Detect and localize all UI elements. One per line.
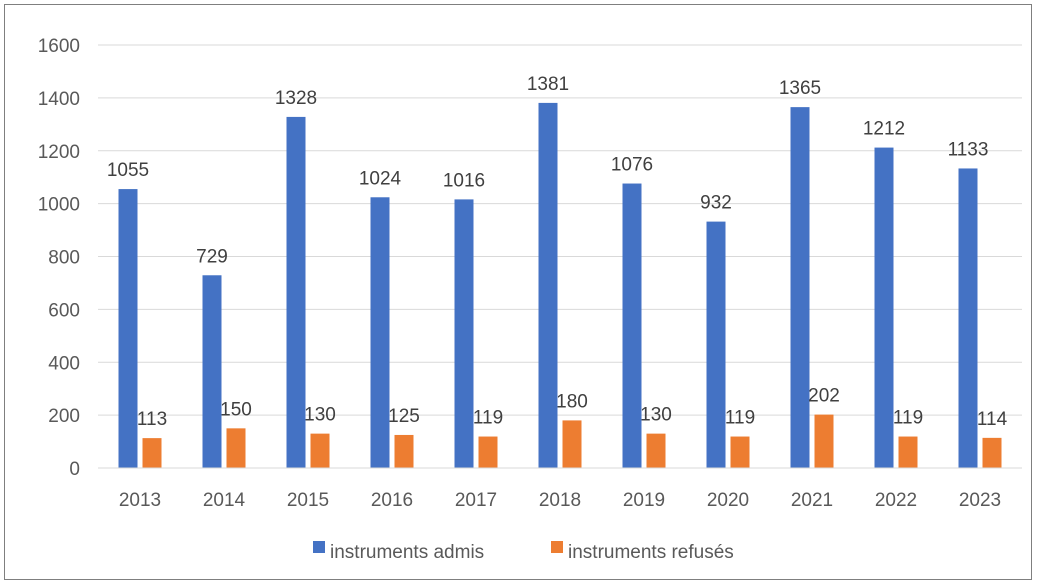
data-label-admis: 1076	[611, 155, 653, 176]
x-tick-label: 2023	[959, 490, 1001, 511]
bars	[118, 102, 1002, 469]
data-label-admis: 1381	[527, 74, 569, 95]
x-tick-label: 2014	[203, 490, 246, 511]
bar-refuses	[478, 436, 498, 468]
y-tick-label: 200	[48, 406, 80, 427]
bar-refuses	[562, 420, 582, 468]
bar-admis	[538, 102, 558, 468]
y-tick-label: 1200	[38, 142, 80, 163]
y-axis-ticks: 0 200 400 600 800 1000 1200 1400 1600	[38, 36, 80, 480]
y-tick-label: 1000	[38, 195, 80, 216]
data-label-refuses: 130	[304, 405, 336, 426]
data-label-admis: 1212	[863, 119, 905, 140]
bar-admis	[958, 168, 978, 468]
data-label-admis: 1024	[359, 168, 402, 189]
bar-admis	[118, 189, 138, 468]
data-label-refuses: 114	[977, 409, 1008, 430]
data-label-refuses: 150	[220, 399, 252, 420]
bar-admis	[874, 147, 894, 468]
legend-label-refuses: instruments refusés	[568, 542, 734, 563]
bar-refuses	[730, 436, 750, 468]
y-tick-label: 1400	[38, 89, 80, 110]
data-label-admis: 1365	[779, 78, 821, 99]
legend-swatch-refuses	[551, 541, 563, 553]
data-label-admis: 1016	[443, 170, 485, 191]
legend-label-admis: instruments admis	[330, 542, 484, 563]
data-label-refuses: 119	[725, 408, 755, 429]
y-tick-label: 800	[48, 248, 80, 269]
bar-admis	[202, 275, 222, 468]
x-tick-label: 2019	[623, 490, 665, 511]
data-label-admis: 1328	[275, 88, 317, 109]
bar-refuses	[814, 414, 834, 468]
data-label-refuses: 119	[893, 408, 923, 429]
legend-swatch-admis	[313, 541, 325, 553]
bar-admis	[790, 107, 810, 469]
y-tick-label: 0	[69, 459, 80, 480]
y-tick-label: 400	[48, 353, 80, 374]
bar-admis	[622, 183, 642, 468]
bar-admis	[706, 221, 726, 468]
gridlines	[98, 44, 1022, 416]
bar-refuses	[142, 438, 162, 468]
x-tick-label: 2017	[455, 490, 497, 511]
x-tick-label: 2018	[539, 490, 581, 511]
bar-refuses	[646, 433, 666, 468]
bar-refuses	[226, 428, 246, 468]
y-tick-label: 600	[48, 300, 80, 321]
data-label-refuses: 130	[640, 405, 672, 426]
chart-frame	[4, 4, 1032, 580]
x-tick-label: 2022	[875, 490, 917, 511]
data-label-admis: 729	[196, 246, 228, 267]
x-tick-label: 2016	[371, 490, 413, 511]
bar-admis	[370, 197, 390, 468]
data-label-admis: 932	[700, 193, 732, 214]
legend: instruments admis instruments refusés	[313, 541, 734, 563]
bar-refuses	[982, 437, 1002, 468]
data-labels: 1055 113 729 150 1328 130 1024 125 1016 119 1381 18…	[107, 74, 1008, 430]
y-tick-label: 1600	[38, 36, 80, 57]
data-label-refuses: 202	[808, 386, 840, 407]
bar-admis	[454, 199, 474, 468]
bar-admis	[286, 116, 306, 468]
x-tick-label: 2020	[707, 490, 749, 511]
x-axis-ticks: 2013 2014 2015 2016 2017 2018 2019 2020 2021 2022…	[119, 490, 1001, 511]
bar-refuses	[394, 434, 414, 468]
data-label-refuses: 113	[137, 409, 167, 430]
x-tick-label: 2015	[287, 490, 329, 511]
bar-refuses	[898, 436, 918, 468]
data-label-refuses: 119	[473, 408, 503, 429]
data-label-refuses: 125	[388, 406, 420, 427]
x-tick-label: 2013	[119, 490, 161, 511]
bar-refuses	[310, 433, 330, 468]
x-tick-label: 2021	[791, 490, 833, 511]
data-label-admis: 1055	[107, 160, 149, 181]
data-label-admis: 1133	[948, 139, 989, 160]
data-label-refuses: 180	[556, 391, 588, 412]
